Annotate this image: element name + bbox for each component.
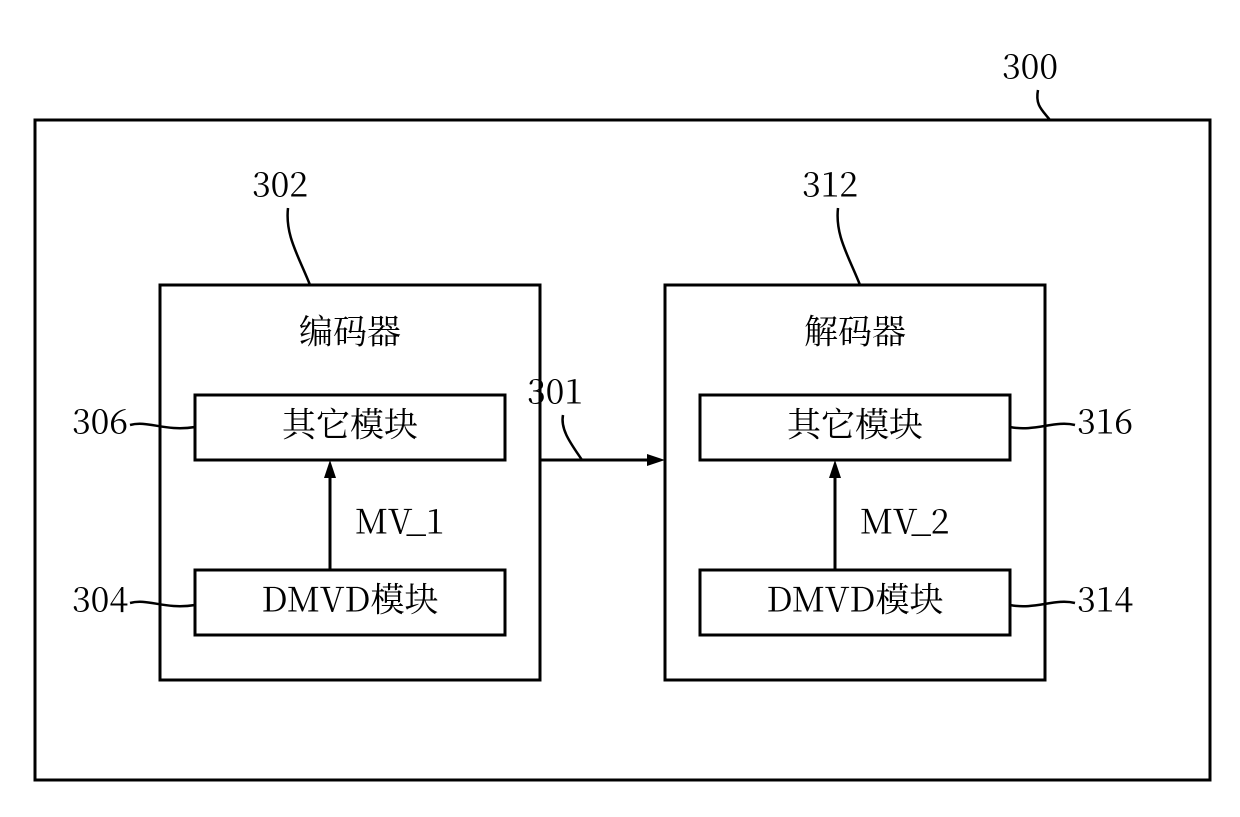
ref-dec_other: 316 xyxy=(1077,395,1133,444)
encoder-dmvd-module-label: DMVD模块 xyxy=(261,573,438,622)
decoder-title: 解码器 xyxy=(804,305,906,354)
encoder-title: 编码器 xyxy=(299,305,401,354)
leader-link xyxy=(563,415,582,460)
leader-enc_dmvd xyxy=(130,602,195,606)
ref-link: 301 xyxy=(527,365,583,414)
ref-system: 300 xyxy=(1002,40,1058,89)
decoder-dmvd-module-label: DMVD模块 xyxy=(766,573,943,622)
decoder-mv-arrow-head xyxy=(829,460,841,478)
leader-dec_other xyxy=(1010,424,1075,428)
encoder-mv-label: MV_1 xyxy=(355,495,444,544)
ref-enc_other: 306 xyxy=(72,395,128,444)
encoder-mv-arrow-head xyxy=(324,460,336,478)
decoder-other-module-label: 其它模块 xyxy=(787,398,923,447)
leader-enc_other xyxy=(130,424,195,428)
ref-decoder: 312 xyxy=(802,158,858,207)
decoder-mv-label: MV_2 xyxy=(860,495,949,544)
encoder-other-module-label: 其它模块 xyxy=(282,398,418,447)
leader-encoder xyxy=(288,208,310,285)
ref-encoder: 302 xyxy=(252,158,308,207)
leader-decoder xyxy=(838,208,860,285)
ref-dec_dmvd: 314 xyxy=(1077,573,1133,622)
leader-system xyxy=(1037,90,1050,120)
link-arrow-head xyxy=(647,454,665,466)
ref-enc_dmvd: 304 xyxy=(72,573,128,622)
leader-dec_dmvd xyxy=(1010,602,1075,606)
system-diagram: 编码器其它模块 DMVD模块 MV_1 解码器其它模块 DMVD模块 MV_2 300 302… xyxy=(0,0,1240,817)
